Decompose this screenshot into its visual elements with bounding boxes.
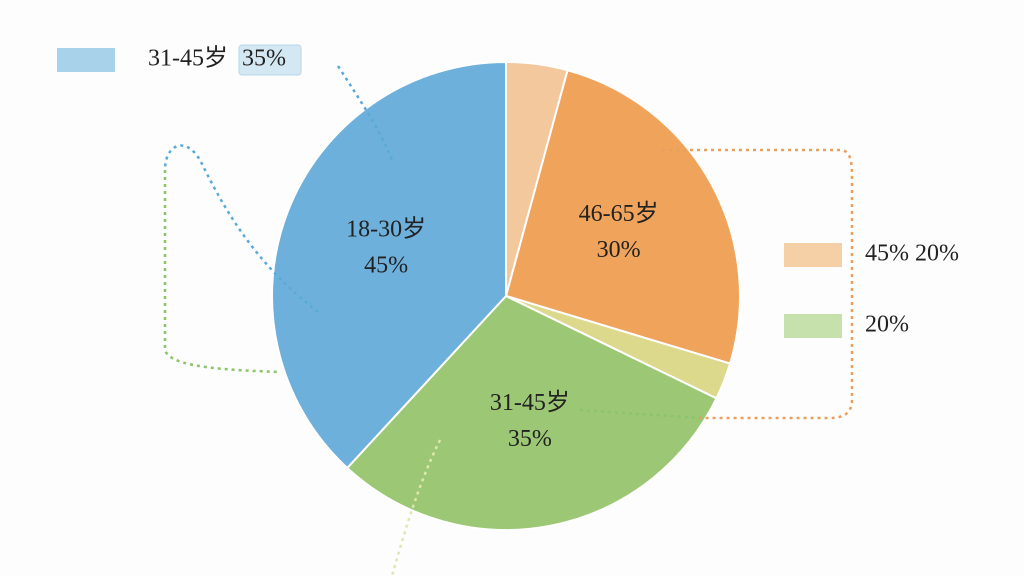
slice-value-label: 35% <box>508 426 552 452</box>
legend-swatch <box>784 243 842 267</box>
leader-line <box>579 408 701 420</box>
legend-badge <box>238 44 302 76</box>
leader-line <box>163 144 319 313</box>
legend-swatch <box>784 314 842 338</box>
legend-label: 20% <box>865 312 909 338</box>
slice-label: 31-45岁 <box>490 389 570 416</box>
leader-line <box>163 170 281 374</box>
pie-slice <box>271 60 507 470</box>
pie-slice <box>345 294 718 531</box>
leader-line <box>390 439 442 576</box>
leader-line <box>662 148 854 420</box>
pie-slice <box>504 69 741 365</box>
legend-label: 45% 20% <box>865 241 959 267</box>
leader-line <box>336 65 394 161</box>
slice-value-label: 45% <box>364 253 408 279</box>
slice-value-label: 30% <box>597 237 641 263</box>
legend-swatch <box>57 48 115 72</box>
slice-label: 46-65岁 <box>579 200 659 227</box>
slice-label: 18-30岁 <box>346 216 426 243</box>
legend-label: 31-45岁 <box>148 45 228 72</box>
legend-badge-label: 35% <box>242 46 286 72</box>
